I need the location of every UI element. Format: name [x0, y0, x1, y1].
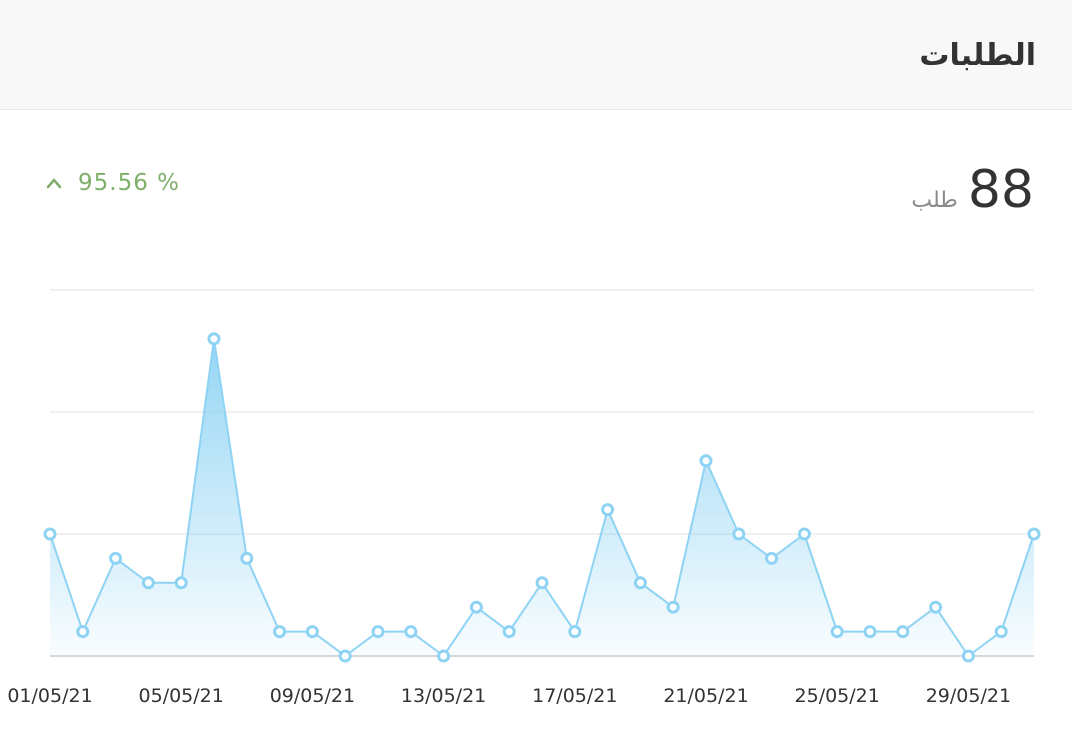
data-point[interactable] [535, 576, 549, 590]
data-point[interactable] [502, 625, 516, 639]
x-tick-label: 01/05/21 [7, 685, 92, 707]
data-point[interactable] [732, 527, 746, 541]
data-point[interactable] [207, 332, 221, 346]
change-indicator: 95.56 % [46, 170, 180, 196]
data-point[interactable] [141, 576, 155, 590]
card-title: الطلبات [919, 38, 1036, 73]
data-point[interactable] [43, 527, 57, 541]
stat-unit: طلب [911, 188, 958, 213]
data-point[interactable] [404, 625, 418, 639]
data-point[interactable] [666, 600, 680, 614]
change-percent: 95.56 % [78, 170, 181, 196]
data-point[interactable] [797, 527, 811, 541]
data-point[interactable] [568, 625, 582, 639]
data-point[interactable] [699, 454, 713, 468]
area-fill [50, 338, 1034, 656]
card-header: الطلبات [0, 0, 1072, 110]
x-tick-label: 13/05/21 [401, 685, 486, 707]
data-point[interactable] [633, 576, 647, 590]
x-tick-label: 21/05/21 [663, 685, 748, 707]
data-point[interactable] [601, 503, 615, 517]
data-point[interactable] [109, 551, 123, 565]
x-tick-label: 05/05/21 [139, 685, 224, 707]
data-point[interactable] [896, 625, 910, 639]
x-tick-label: 25/05/21 [795, 685, 880, 707]
area-series [49, 338, 1035, 658]
stat-value: 88 [967, 160, 1034, 220]
data-point[interactable] [240, 551, 254, 565]
data-point[interactable] [961, 649, 975, 663]
x-tick-label: 17/05/21 [532, 685, 617, 707]
chevron-up-icon [46, 178, 62, 189]
data-point[interactable] [929, 600, 943, 614]
data-point[interactable] [305, 625, 319, 639]
data-point[interactable] [76, 625, 90, 639]
data-point[interactable] [994, 625, 1008, 639]
data-point[interactable] [437, 649, 451, 663]
stat-summary: طلب 88 [911, 160, 1034, 220]
data-point[interactable] [1027, 527, 1041, 541]
orders-area-chart: 01/05/21 05/05/21 09/05/21 13/05/21 17/05/21… [7, 289, 1041, 707]
data-point[interactable] [174, 576, 188, 590]
data-point[interactable] [273, 625, 287, 639]
x-tick-label: 29/05/21 [926, 685, 1011, 707]
data-point[interactable] [338, 649, 352, 663]
x-tick-label: 09/05/21 [270, 685, 355, 707]
data-point[interactable] [863, 625, 877, 639]
x-axis-ticks: 01/05/21 05/05/21 09/05/21 13/05/21 17/05/21… [7, 685, 1011, 707]
data-point[interactable] [469, 600, 483, 614]
data-point[interactable] [371, 625, 385, 639]
data-point[interactable] [765, 551, 779, 565]
data-points [43, 332, 1041, 663]
data-point[interactable] [830, 625, 844, 639]
